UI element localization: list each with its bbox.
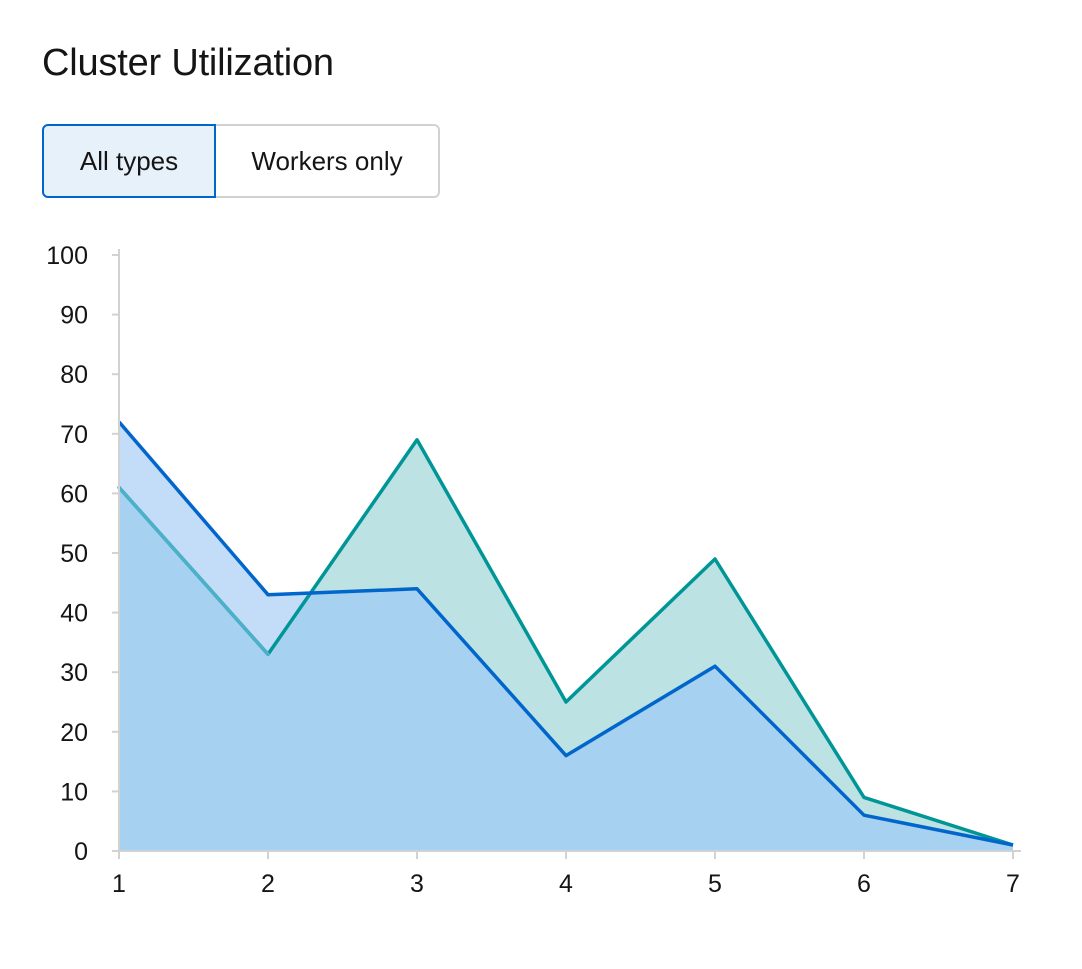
workers-only-toggle[interactable]: Workers only <box>216 124 440 198</box>
all-types-toggle[interactable]: All types <box>42 124 216 198</box>
y-tick-label: 70 <box>60 421 88 449</box>
x-tick-label: 6 <box>857 870 871 898</box>
y-tick-label: 100 <box>46 242 88 270</box>
y-tick-label: 40 <box>60 600 88 628</box>
x-tick-label: 2 <box>261 870 275 898</box>
y-tick-label: 0 <box>74 838 88 866</box>
y-tick-label: 80 <box>60 361 88 389</box>
overlap-area <box>119 487 1013 851</box>
x-tick-label: 4 <box>559 870 573 898</box>
series-lines <box>117 420 1014 847</box>
y-tick-label: 20 <box>60 719 88 747</box>
all-types-line <box>117 420 1014 847</box>
chart-title: Cluster Utilization <box>42 42 334 84</box>
x-tick-label: 7 <box>1006 870 1020 898</box>
y-tick-label: 30 <box>60 659 88 687</box>
y-tick-label: 90 <box>60 302 88 330</box>
axes: 0 10 20 30 40 50 60 70 80 90 100 1 2 3 4 5 6 7 <box>46 242 1021 898</box>
y-tick-label: 50 <box>60 540 88 568</box>
workers-line-segment <box>117 485 270 657</box>
x-tick-label: 3 <box>410 870 424 898</box>
type-toggle-group: All types Workers only <box>42 124 440 198</box>
y-tick-label: 60 <box>60 480 88 508</box>
y-tick-label: 10 <box>60 778 88 806</box>
area-fills <box>119 421 1013 851</box>
x-tick-label: 5 <box>708 870 722 898</box>
x-tick-label: 1 <box>112 870 126 898</box>
